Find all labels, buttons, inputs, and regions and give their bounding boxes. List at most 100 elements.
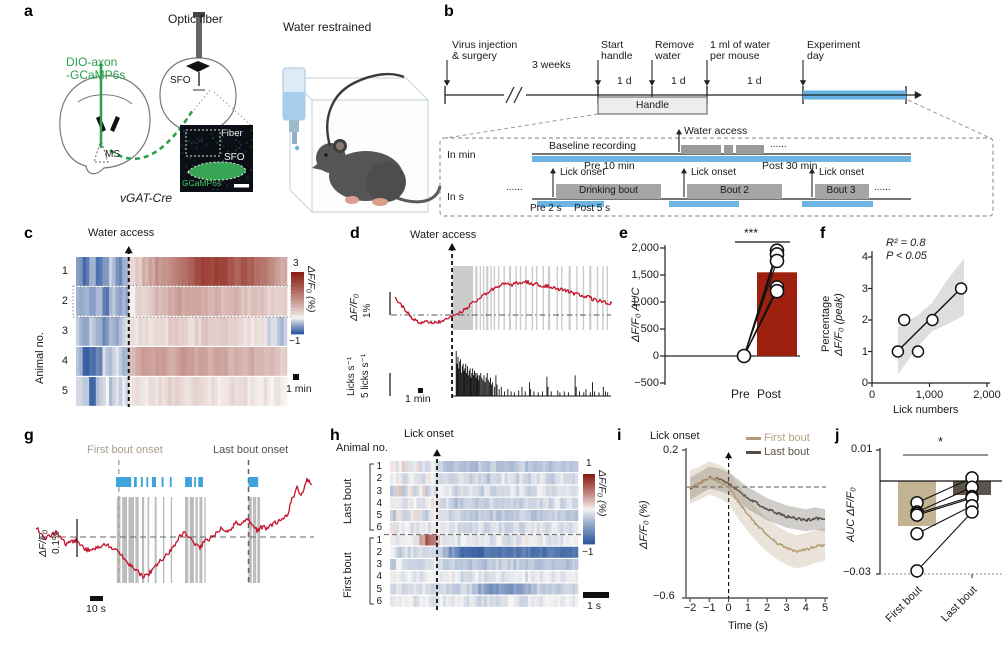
dff-axis-label-i: ΔF/F₀ (%) <box>638 500 650 549</box>
ymin-label-j: −0.03 <box>843 566 871 578</box>
h-row-label-first-5: 5 <box>376 583 382 595</box>
legend-dash-last-bout <box>746 451 761 454</box>
i-xtick-4: 4 <box>802 602 809 614</box>
licks-axis-label-d: Licks s⁻¹ <box>346 356 357 396</box>
h-row-label-first-1: 1 <box>376 534 382 546</box>
dff-scale-label-d: 1% <box>362 303 373 318</box>
e-ytick-1500: 1,500 <box>631 269 659 281</box>
lick-onset-label-2: Lick onset <box>691 167 737 178</box>
panel-a-label: a <box>24 3 33 20</box>
sfo-label: SFO <box>170 75 191 86</box>
legend-first-bout: First bout <box>764 432 810 444</box>
post-30-min-label: Post 30 min <box>762 160 818 172</box>
h-row-label-first-4: 4 <box>376 571 382 583</box>
ellipsis-row2-left: ...... <box>506 182 523 193</box>
e-ytick-1000: 1,000 <box>631 296 659 308</box>
inset-sfo-label: SFO <box>224 152 245 163</box>
ymin-label-i: −0.6 <box>653 590 675 602</box>
ymax-label-j: 0.01 <box>851 443 873 455</box>
water-ration-label: 1 ml of water <box>710 39 771 51</box>
water-restrained-label: Water restrained <box>283 20 372 34</box>
in-s-label: In s <box>447 191 464 203</box>
lick-onset-label-1: Lick onset <box>560 167 606 178</box>
i-xtick-1: 1 <box>744 602 751 614</box>
h-row-label-last-6: 6 <box>376 522 382 534</box>
first-bout-group-label: First bout <box>342 552 354 598</box>
construct-label-line2: -GCaMP6s <box>66 68 126 82</box>
i-xtick--2: −2 <box>683 602 697 614</box>
c-row-label-3: 3 <box>61 325 68 337</box>
panel-f-label: f <box>820 225 826 242</box>
colorbar-max-h: 1 <box>586 458 592 469</box>
e-ytick-500: 500 <box>640 323 659 335</box>
h-row-label-last-3: 3 <box>376 485 382 497</box>
in-min-label: In min <box>447 149 476 161</box>
significance-e: *** <box>744 226 759 240</box>
i-xtick-0: 0 <box>725 602 732 614</box>
post-category-label: Post <box>757 387 782 401</box>
time-scale-label-g: 10 s <box>86 603 106 615</box>
r-squared-annotation: R² = 0.8 <box>886 237 926 249</box>
virus-injection-label2: & surgery <box>452 50 497 62</box>
last-bout-onset-label: Last bout onset <box>213 444 289 456</box>
panel-b-label: b <box>444 3 454 20</box>
panel-c-label: c <box>24 225 33 242</box>
baseline-recording-label: Baseline recording <box>549 140 636 152</box>
h-row-label-last-2: 2 <box>376 473 382 485</box>
experiment-day-label2: day <box>807 50 824 62</box>
time-axis-label-i: Time (s) <box>728 620 768 632</box>
bout-3-label: Bout 3 <box>826 185 856 196</box>
construct-label-line1: DIO-axon <box>66 55 118 69</box>
water-access-label-d: Water access <box>410 229 477 241</box>
one-day-label-1: 1 d <box>617 75 632 87</box>
c-row-label-2: 2 <box>61 295 68 307</box>
e-ytick-2000: 2,000 <box>631 242 659 254</box>
experiment-day-label: Experiment <box>807 39 861 51</box>
one-day-label-2: 1 d <box>671 75 686 87</box>
pre-category-label: Pre <box>731 387 750 401</box>
ellipsis-row1: ...... <box>770 139 787 150</box>
h-row-label-first-3: 3 <box>376 559 382 571</box>
i-xtick-3: 3 <box>783 602 790 614</box>
dff-peak-axis-label-f: ΔF/F₀ (peak) <box>833 293 845 356</box>
i-xtick--1: −1 <box>703 602 716 614</box>
colorbar-label-h: ΔF/F₀ (%) <box>596 470 609 517</box>
dff-axis-label-g: ΔF/F₀ <box>37 529 49 557</box>
time-scale-label-c: 1 min <box>286 383 312 395</box>
lick-onset-label-i: Lick onset <box>650 430 700 442</box>
e-ytick-0: 0 <box>652 350 659 362</box>
virus-injection-label: Virus injection <box>452 39 518 51</box>
start-handle-label2: handle <box>601 50 633 62</box>
cre-line-label: vGAT-Cre <box>120 191 173 205</box>
p-value-annotation: P < 0.05 <box>886 250 927 262</box>
three-weeks-label: 3 weeks <box>532 59 571 71</box>
h-row-label-last-4: 4 <box>376 497 382 509</box>
f-ytick-0: 0 <box>861 377 868 389</box>
panel-e-label: e <box>619 225 628 242</box>
h-row-label-last-1: 1 <box>376 461 382 473</box>
water-ration-label2: per mouse <box>710 50 760 62</box>
c-row-label-5: 5 <box>61 385 68 397</box>
percentage-axis-label-f: Percentage <box>820 295 832 352</box>
water-access-label-c: Water access <box>88 227 155 239</box>
dff-scale-label-g: 0.1% <box>51 531 62 554</box>
panel-h-label: h <box>330 427 340 444</box>
remove-water-label: Remove <box>655 39 695 51</box>
panel-g-label: g <box>24 427 34 444</box>
inset-fiber-label: Fiber <box>221 128 243 139</box>
legend-dash-first-bout <box>746 437 761 440</box>
f-ytick-4: 4 <box>861 251 868 263</box>
dff-axis-label-d: ΔF/F₀ <box>348 293 360 321</box>
colorbar-label-c: ΔF/F₀ (%) <box>305 266 318 313</box>
optic-fiber-label: Optic fiber <box>168 12 223 26</box>
drinking-bout-label: Drinking bout <box>579 185 638 196</box>
legend-last-bout: Last bout <box>764 446 810 458</box>
panel-i-label: i <box>617 427 622 444</box>
panel-j-label: j <box>835 427 840 444</box>
animal-no-axis-label-c: Animal no. <box>34 332 46 384</box>
inset-gcamp-label: GCaMP6s <box>182 178 222 188</box>
handle-box-label: Handle <box>635 99 670 111</box>
c-row-label-4: 4 <box>61 355 68 367</box>
h-row-label-last-5: 5 <box>376 510 382 522</box>
